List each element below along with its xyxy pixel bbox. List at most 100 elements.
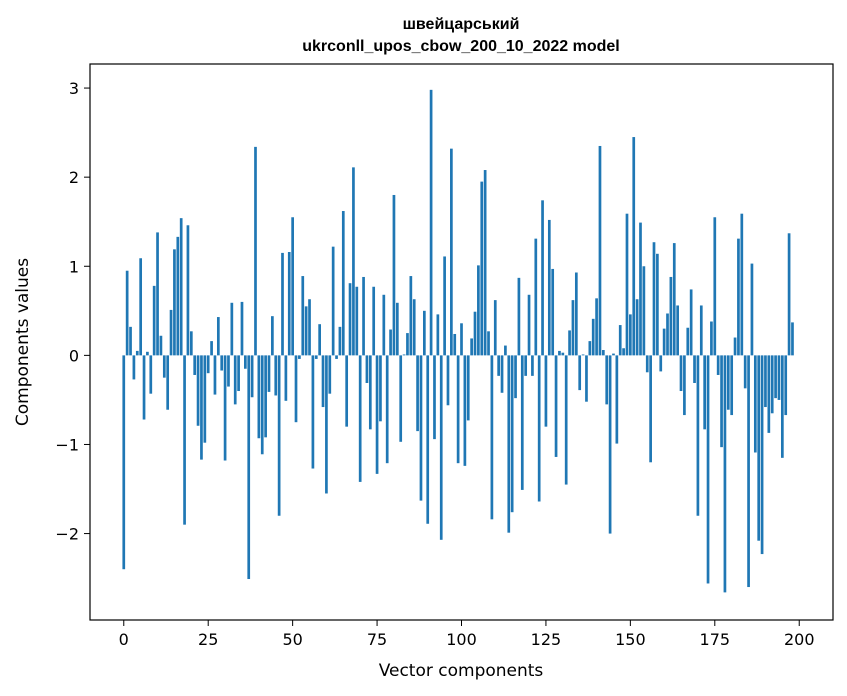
bar-197 bbox=[787, 233, 791, 356]
bar-143 bbox=[605, 355, 609, 405]
bar-129 bbox=[558, 350, 561, 356]
bar-22 bbox=[196, 355, 200, 426]
bar-85 bbox=[409, 276, 413, 356]
bar-147 bbox=[618, 325, 622, 356]
bar-64 bbox=[338, 326, 342, 356]
bar-53 bbox=[301, 276, 305, 356]
bar-182 bbox=[737, 238, 740, 356]
bar-46 bbox=[277, 355, 281, 516]
bar-92 bbox=[433, 355, 436, 440]
bar-77 bbox=[382, 294, 386, 356]
bar-198 bbox=[791, 322, 794, 356]
bar-28 bbox=[216, 317, 220, 356]
x-tick-label-100: 100 bbox=[446, 630, 477, 649]
bar-87 bbox=[416, 355, 419, 432]
bar-9 bbox=[152, 285, 156, 356]
bar-144 bbox=[608, 355, 612, 534]
bar-142 bbox=[601, 350, 605, 356]
bar-170 bbox=[696, 355, 700, 516]
bar-195 bbox=[780, 355, 784, 458]
bar-113 bbox=[504, 345, 507, 356]
bar-48 bbox=[284, 355, 288, 401]
bars-group bbox=[122, 89, 794, 593]
bar-112 bbox=[500, 355, 504, 393]
bar-11 bbox=[159, 335, 163, 356]
bar-7 bbox=[146, 351, 149, 356]
bar-134 bbox=[574, 272, 578, 356]
bar-123 bbox=[537, 355, 541, 502]
bar-50 bbox=[291, 217, 294, 356]
x-tick-label-125: 125 bbox=[531, 630, 562, 649]
bar-192 bbox=[770, 355, 774, 414]
bar-58 bbox=[318, 324, 321, 356]
bar-149 bbox=[625, 213, 629, 356]
bar-8 bbox=[149, 355, 153, 394]
bar-23 bbox=[200, 355, 203, 460]
bar-96 bbox=[446, 355, 450, 406]
bar-119 bbox=[524, 355, 528, 376]
bar-191 bbox=[767, 355, 771, 433]
bar-105 bbox=[477, 265, 480, 356]
bar-169 bbox=[693, 355, 696, 383]
y-tick-label-3: 3 bbox=[69, 79, 79, 98]
bar-69 bbox=[355, 286, 359, 356]
bar-187 bbox=[753, 355, 757, 453]
bar-37 bbox=[247, 355, 251, 580]
bar-131 bbox=[564, 355, 568, 485]
bar-84 bbox=[406, 333, 409, 356]
bar-27 bbox=[213, 355, 217, 395]
bar-5 bbox=[139, 258, 143, 356]
bar-42 bbox=[264, 355, 267, 438]
bar-130 bbox=[561, 352, 565, 356]
bar-159 bbox=[659, 355, 663, 372]
bar-186 bbox=[750, 263, 754, 356]
bar-179 bbox=[726, 355, 730, 410]
bar-184 bbox=[743, 355, 747, 389]
bar-109 bbox=[490, 355, 494, 520]
bar-52 bbox=[298, 355, 301, 359]
bar-194 bbox=[777, 355, 781, 400]
bar-18 bbox=[183, 355, 186, 525]
bar-121 bbox=[531, 355, 534, 376]
bar-29 bbox=[220, 355, 224, 371]
bar-79 bbox=[389, 329, 392, 356]
bar-152 bbox=[635, 299, 639, 356]
bar-185 bbox=[747, 355, 750, 588]
bar-126 bbox=[547, 219, 551, 356]
bar-177 bbox=[720, 355, 723, 448]
bar-190 bbox=[764, 355, 767, 408]
bar-88 bbox=[419, 355, 423, 501]
bar-189 bbox=[760, 355, 764, 555]
bar-171 bbox=[699, 305, 703, 356]
bar-175 bbox=[713, 217, 717, 356]
bar-180 bbox=[730, 355, 734, 416]
bar-102 bbox=[466, 355, 470, 421]
bar-161 bbox=[666, 313, 669, 356]
bar-153 bbox=[639, 222, 642, 356]
bar-59 bbox=[321, 355, 325, 408]
bar-17 bbox=[179, 218, 183, 356]
bar-137 bbox=[585, 355, 588, 402]
bar-106 bbox=[480, 181, 484, 356]
bar-78 bbox=[385, 355, 389, 464]
bar-183 bbox=[740, 213, 744, 356]
bar-100 bbox=[460, 323, 463, 356]
bar-38 bbox=[250, 355, 254, 398]
bar-49 bbox=[287, 252, 291, 356]
x-tick-label-150: 150 bbox=[615, 630, 646, 649]
bar-20 bbox=[189, 331, 193, 356]
bar-81 bbox=[395, 302, 399, 356]
bar-140 bbox=[595, 298, 598, 356]
bar-145 bbox=[612, 353, 615, 356]
bar-114 bbox=[507, 355, 511, 533]
bar-35 bbox=[240, 301, 244, 356]
bar-146 bbox=[615, 355, 619, 444]
bar-2 bbox=[129, 326, 132, 356]
bar-30 bbox=[223, 355, 227, 461]
bar-56 bbox=[311, 355, 315, 469]
bar-172 bbox=[703, 355, 707, 430]
bar-33 bbox=[233, 355, 237, 405]
bar-32 bbox=[230, 302, 234, 356]
bar-19 bbox=[186, 225, 190, 356]
